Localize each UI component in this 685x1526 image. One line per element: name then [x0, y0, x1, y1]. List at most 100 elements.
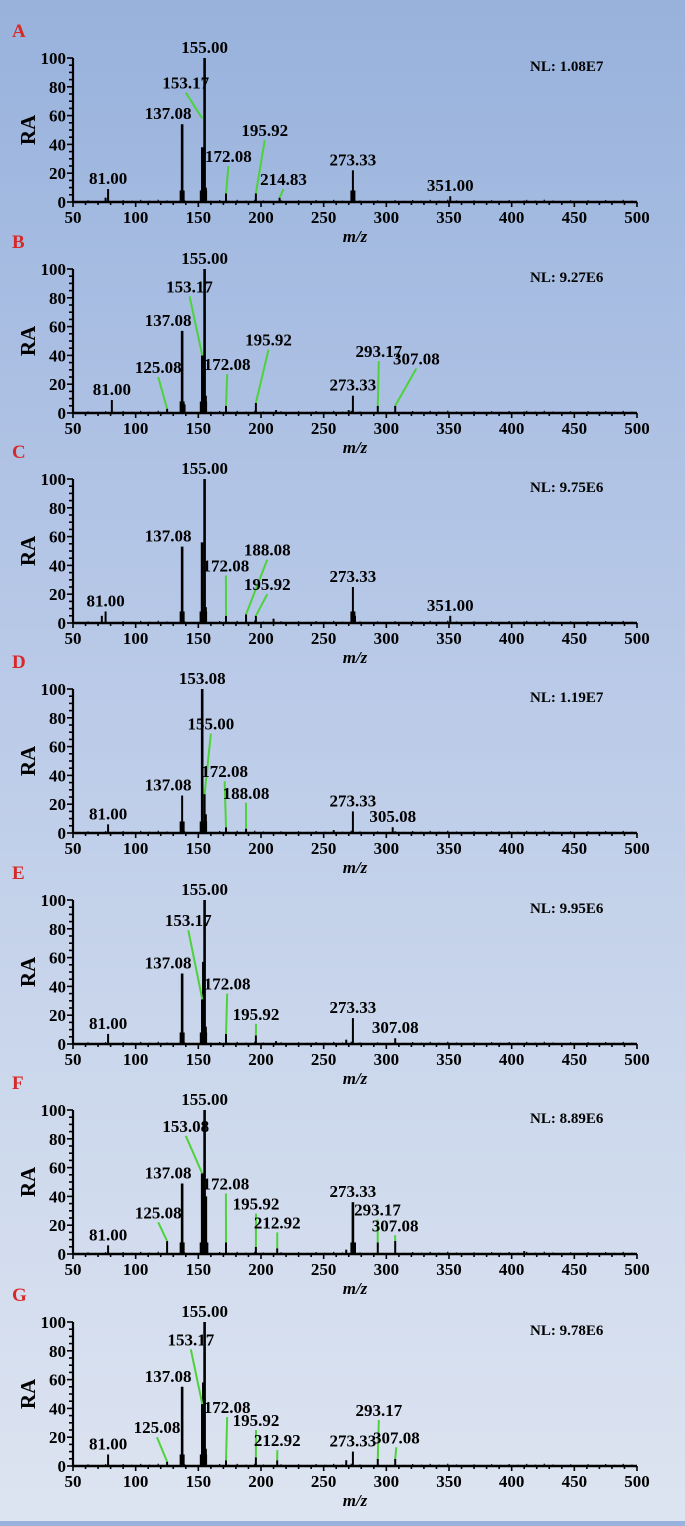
- x-tick-label: 350: [436, 1472, 462, 1491]
- peak-label: 81.00: [89, 1434, 127, 1453]
- y-tick-label: 40: [49, 977, 66, 996]
- peak-label: 307.08: [372, 1216, 419, 1235]
- x-tick-label: 200: [248, 1472, 274, 1491]
- peak-label: 172.08: [203, 1175, 250, 1194]
- x-tick-label: 150: [186, 839, 212, 858]
- y-tick-label: 100: [41, 1313, 67, 1332]
- x-tick-label: 150: [186, 1050, 212, 1069]
- label-leader-line: [395, 368, 416, 405]
- y-tick-label: 60: [49, 528, 66, 547]
- y-tick-label: 20: [49, 375, 66, 394]
- peak-label: 137.08: [145, 1367, 192, 1386]
- y-tick-label: 40: [49, 346, 66, 365]
- x-tick-label: 100: [123, 839, 149, 858]
- y-tick-label: 60: [49, 1159, 66, 1178]
- x-tick-label: 300: [374, 1050, 400, 1069]
- x-tick-label: 300: [374, 629, 400, 648]
- x-tick-label: 200: [248, 1050, 274, 1069]
- peak-label: 195.92: [233, 1005, 280, 1024]
- x-tick-label: 350: [436, 1260, 462, 1279]
- label-leader-line: [378, 361, 379, 406]
- peak-label: 307.08: [393, 349, 440, 368]
- peak-label: 81.00: [89, 1014, 127, 1033]
- x-tick-label: 200: [248, 1260, 274, 1279]
- x-tick-label: 350: [436, 839, 462, 858]
- peak-label: 155.00: [181, 1090, 228, 1109]
- peak-label: 137.08: [145, 527, 192, 546]
- peak-label: 172.08: [204, 355, 251, 374]
- x-tick-label: 400: [499, 839, 525, 858]
- peak-label: 155.00: [181, 880, 228, 899]
- x-tick-label: 200: [248, 629, 274, 648]
- y-tick-label: 40: [49, 1187, 66, 1206]
- label-leader-line: [226, 166, 228, 193]
- panel-letter: D: [12, 652, 26, 673]
- x-tick-label: 100: [123, 419, 149, 438]
- y-tick-label: 20: [49, 1216, 66, 1235]
- y-tick-label: 80: [49, 920, 66, 939]
- peak-label: 153.17: [167, 1330, 214, 1349]
- x-tick-label: 250: [311, 1260, 337, 1279]
- x-axis-label: m/z: [343, 648, 368, 667]
- x-tick-label: 250: [311, 1472, 337, 1491]
- x-tick-label: 100: [123, 1260, 149, 1279]
- y-axis-label: RA: [16, 956, 40, 987]
- y-axis-label: RA: [16, 535, 40, 566]
- y-tick-label: 100: [41, 891, 67, 910]
- peak-label: 172.08: [205, 147, 252, 166]
- x-tick-label: 500: [624, 839, 650, 858]
- y-tick-label: 40: [49, 135, 66, 154]
- peak-label: 125.08: [135, 358, 182, 377]
- y-axis-label: RA: [16, 114, 40, 145]
- x-tick-label: 300: [374, 1472, 400, 1491]
- y-tick-label: 40: [49, 556, 66, 575]
- x-tick-label: 250: [311, 839, 337, 858]
- y-tick-label: 60: [49, 1371, 66, 1390]
- nl-label: NL: 9.27E6: [530, 270, 604, 286]
- x-tick-label: 500: [624, 1260, 650, 1279]
- y-tick-label: 80: [49, 289, 66, 308]
- y-tick-label: 60: [49, 107, 66, 126]
- peak-label: 81.00: [89, 169, 127, 188]
- nl-label: NL: 1.08E7: [530, 59, 604, 75]
- nl-label: NL: 9.78E6: [530, 1323, 604, 1339]
- x-tick-label: 100: [123, 208, 149, 227]
- x-axis-label: m/z: [343, 1279, 368, 1298]
- x-tick-label: 450: [562, 1050, 588, 1069]
- x-axis-label: m/z: [343, 438, 368, 457]
- label-leader-line: [256, 594, 267, 616]
- y-tick-label: 60: [49, 738, 66, 757]
- label-leader-line: [226, 1417, 227, 1460]
- y-tick-label: 40: [49, 1399, 66, 1418]
- x-tick-label: 500: [624, 208, 650, 227]
- nl-label: NL: 9.95E6: [530, 901, 604, 917]
- peak-label: 155.00: [187, 715, 234, 734]
- y-axis-label: RA: [16, 1166, 40, 1197]
- y-tick-label: 80: [49, 1130, 66, 1149]
- x-tick-label: 150: [186, 1472, 212, 1491]
- peak-label: 212.92: [254, 1213, 301, 1232]
- x-axis-label: m/z: [343, 1491, 368, 1510]
- y-tick-label: 20: [49, 795, 66, 814]
- peak-label: 155.00: [181, 459, 228, 478]
- peak-label: 307.08: [373, 1428, 420, 1447]
- x-tick-label: 150: [186, 1260, 212, 1279]
- x-tick-label: 50: [65, 629, 82, 648]
- x-tick-label: 100: [123, 1472, 149, 1491]
- peak-label: 188.08: [223, 784, 270, 803]
- y-tick-label: 80: [49, 499, 66, 518]
- peak-label: 195.92: [245, 331, 292, 350]
- peak-label: 305.08: [369, 807, 416, 826]
- x-tick-label: 450: [562, 1260, 588, 1279]
- x-tick-label: 300: [374, 419, 400, 438]
- peak-label: 195.92: [233, 1195, 280, 1214]
- x-tick-label: 50: [65, 1260, 82, 1279]
- peak-label: 153.17: [162, 74, 209, 93]
- peak-label: 273.33: [330, 998, 377, 1017]
